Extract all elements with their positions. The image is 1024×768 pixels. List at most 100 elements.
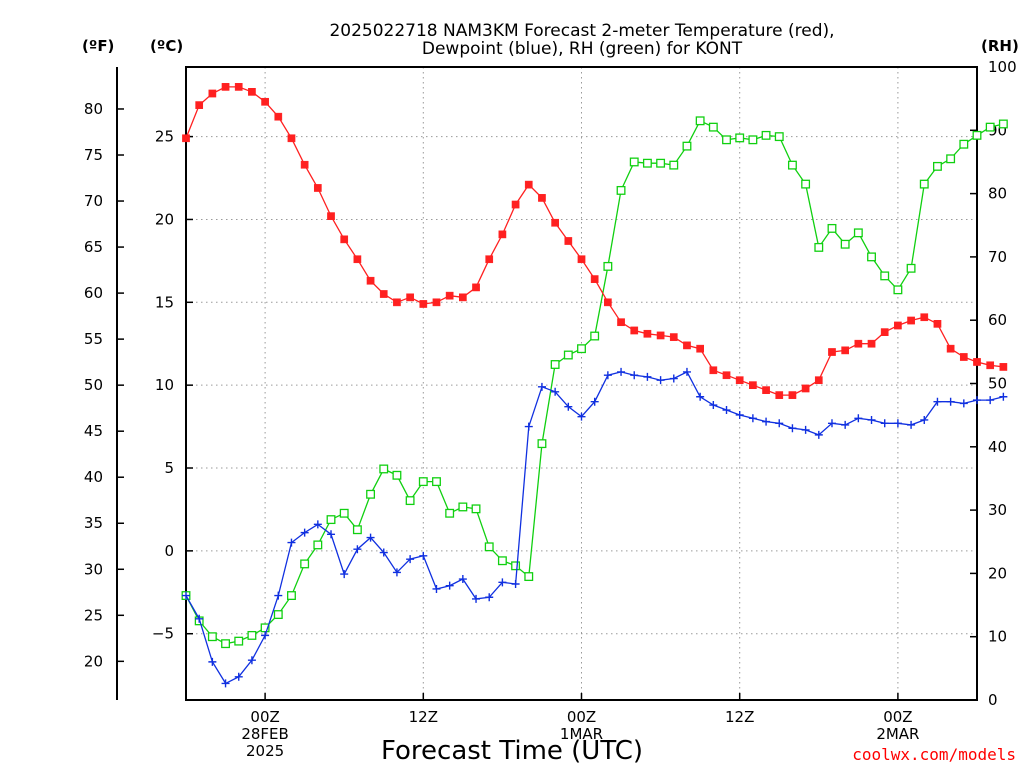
dewpoint-point [432, 584, 441, 593]
dewpoint-point [274, 591, 283, 600]
rh-point [906, 263, 916, 273]
temperature-point [340, 235, 349, 244]
dewpoint-point [735, 410, 744, 419]
rh-point [629, 157, 639, 167]
dewpoint-point [682, 367, 691, 376]
temperature-point [524, 180, 533, 189]
temperature-point [248, 88, 256, 96]
temperature-point [933, 319, 942, 328]
dewpoint-point [472, 594, 481, 603]
temperature-point [234, 83, 243, 91]
temperature-point [182, 134, 190, 143]
temperature-point [696, 344, 704, 353]
temperature-point [419, 300, 428, 308]
dewpoint-point [577, 412, 586, 421]
dewpoint-point [458, 575, 467, 584]
temperature-point [722, 371, 731, 380]
celsius-tick-label: 10 [155, 376, 174, 394]
rh-point [379, 464, 389, 474]
celsius-tick-label: −5 [152, 625, 174, 643]
rh-point [221, 639, 230, 649]
dewpoint-point [247, 656, 256, 665]
rh-point [550, 360, 560, 369]
dewpoint-point [999, 392, 1008, 401]
temperature-point [393, 298, 401, 307]
dewpoint-point [907, 420, 916, 429]
dewpoint-point [406, 555, 415, 564]
dewpoint-point [287, 538, 296, 547]
temperature-point [577, 255, 586, 264]
rh-tick-label: 60 [988, 311, 1007, 329]
temperature-point [973, 358, 981, 366]
fahrenheit-tick-label: 25 [84, 606, 103, 624]
temperature-point [749, 381, 757, 390]
gridlines [186, 67, 977, 700]
fahrenheit-axis-ticks: 20 25 30 35 40 45 50 55 60 65 70 75 80 [84, 100, 124, 670]
temperature-point [828, 348, 836, 356]
rh-point [708, 122, 718, 132]
rh-point [484, 542, 494, 552]
dewpoint-point [762, 417, 771, 426]
rh-point [445, 508, 455, 518]
rh-point [748, 135, 758, 145]
temperature-point [366, 276, 375, 285]
temperature-point [445, 291, 454, 300]
rh-point [234, 636, 244, 646]
dewpoint-point [327, 530, 336, 539]
rh-point [616, 185, 626, 195]
rh-tick-label: 0 [988, 691, 998, 709]
temperature-line [185, 86, 1004, 396]
celsius-tick-label: 0 [164, 542, 174, 560]
fahrenheit-tick-label: 35 [84, 514, 103, 532]
rh-point [946, 154, 956, 164]
dewpoint-point [379, 548, 388, 557]
dewpoint-point [208, 657, 217, 666]
rh-point [642, 158, 652, 168]
dewpoint-line [185, 371, 1004, 685]
dewpoint-point [946, 397, 955, 406]
rh-point [563, 350, 573, 360]
rh-point [840, 239, 850, 249]
temperature-point [880, 328, 889, 336]
dewpoint-point [867, 415, 876, 424]
rh-tick-label: 70 [988, 248, 1007, 266]
rh-point [405, 496, 415, 506]
dewpoint-point [445, 581, 454, 590]
celsius-tick-label: 5 [164, 459, 174, 477]
dewpoint-point [630, 371, 639, 380]
dewpoint-point [986, 396, 995, 405]
celsius-tick-label: 15 [155, 293, 174, 311]
rh-point [814, 242, 824, 252]
rh-point [853, 228, 863, 238]
temperature-point [261, 97, 269, 106]
temperature-point [617, 318, 625, 327]
dewpoint-point [880, 419, 889, 428]
rh-point [735, 133, 745, 143]
temperature-point [788, 391, 797, 399]
dewpoint-point [551, 387, 560, 396]
temperature-point [643, 329, 652, 338]
temperature-point [669, 333, 678, 341]
fahrenheit-tick-label: 70 [84, 192, 103, 210]
temperature-point [590, 275, 599, 283]
dewpoint-series [182, 367, 1008, 688]
dewpoint-point [419, 551, 428, 560]
rh-point [933, 161, 942, 171]
temperature-point [867, 339, 876, 348]
rh-point [801, 179, 811, 189]
rh-point [722, 135, 731, 145]
rh-tick-label: 80 [988, 185, 1007, 203]
temperature-point [656, 331, 665, 340]
dewpoint-point [959, 399, 968, 408]
temperature-point [735, 376, 744, 385]
celsius-tick-label: 25 [155, 128, 174, 146]
temperature-point [709, 366, 718, 375]
fahrenheit-tick-label: 65 [84, 238, 103, 256]
temperature-point [195, 101, 204, 109]
temperature-point [327, 212, 335, 220]
rh-point [366, 489, 376, 499]
dewpoint-point [696, 392, 705, 401]
